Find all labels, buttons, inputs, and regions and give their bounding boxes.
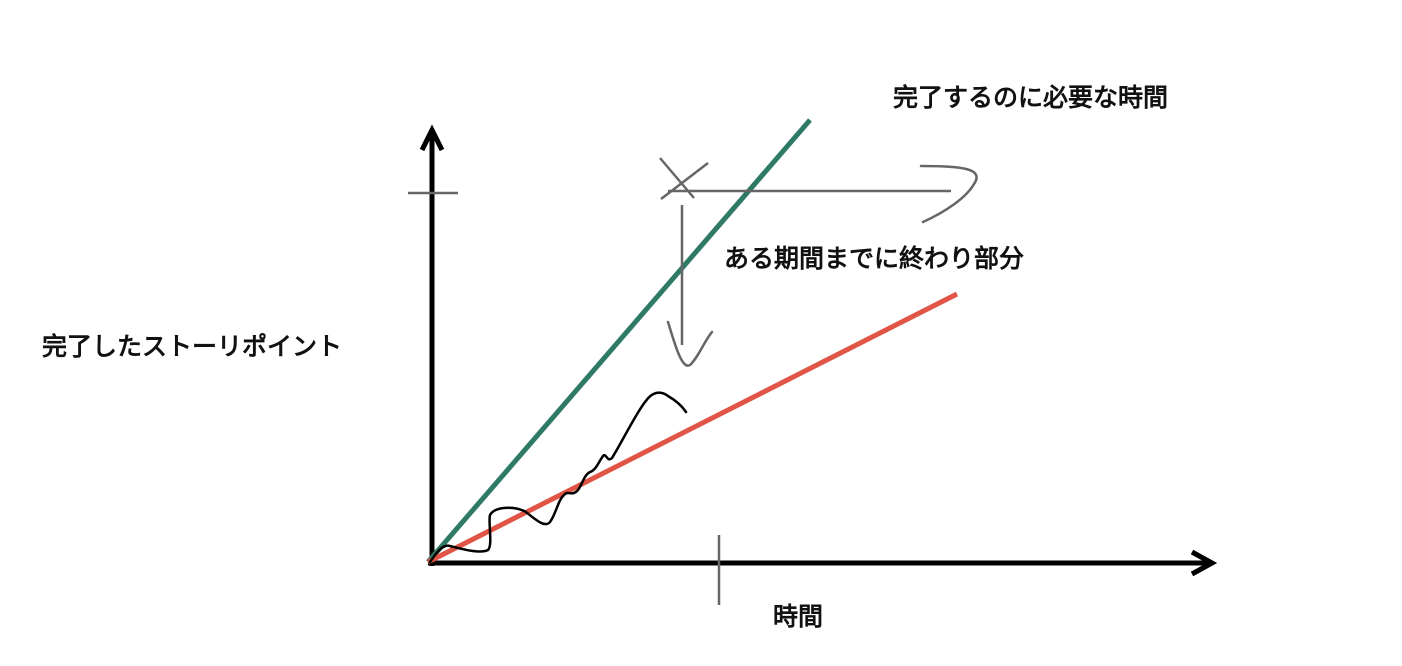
label-portion-done-by-period: ある期間までに終わり部分: [724, 244, 1025, 273]
required-pace-line: [426, 118, 812, 564]
actual-pace-line: [426, 291, 959, 565]
horizontal-arrow-curl: [919, 164, 978, 224]
x-axis-label: 時間: [773, 602, 824, 631]
vertical-arrowhead: [666, 320, 714, 367]
x-axis-arrowhead: [1190, 549, 1218, 577]
actual-progress-scribble: [428, 391, 688, 564]
y-axis-label: 完了したストーリポイント: [42, 332, 343, 361]
cross-mark-stroke-2: [660, 162, 709, 200]
label-time-to-complete: 完了するのに必要な時間: [893, 83, 1169, 112]
y-axis-arrowhead: [419, 124, 445, 152]
